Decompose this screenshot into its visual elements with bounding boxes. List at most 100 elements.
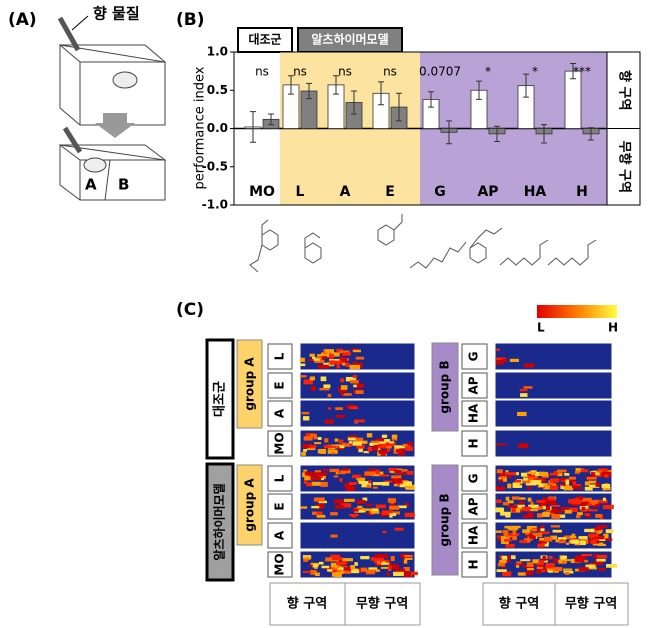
error-bar xyxy=(476,80,482,100)
group-b-label: group B xyxy=(438,493,452,546)
heat-spot xyxy=(397,505,407,509)
heat-spot xyxy=(520,393,528,397)
odor-label: L xyxy=(273,352,287,360)
heat-spot xyxy=(581,554,593,557)
odor-label: HA xyxy=(467,403,481,423)
heat-spot xyxy=(381,510,393,515)
heat-spot xyxy=(322,469,329,472)
heat-spot xyxy=(403,572,412,578)
heat-spot xyxy=(363,508,373,511)
heat-spot xyxy=(331,572,336,577)
error-bar xyxy=(351,90,357,115)
heat-spot xyxy=(383,559,390,562)
heat-spot xyxy=(335,561,347,565)
heat-spot xyxy=(307,359,318,362)
heat-spot xyxy=(564,509,572,514)
heat-spot xyxy=(538,471,549,477)
heat-spot xyxy=(495,486,505,491)
heat-spot xyxy=(383,439,391,444)
heat-spot xyxy=(512,535,517,541)
heat-spot xyxy=(541,566,552,572)
side-label: 무향 구역 xyxy=(617,141,633,193)
odor-box xyxy=(461,522,488,549)
heat-spot xyxy=(522,506,531,510)
heat-spot xyxy=(356,383,364,389)
heat-spot xyxy=(366,484,371,488)
heat-spot xyxy=(571,533,576,536)
heat-spot xyxy=(521,472,528,477)
heat-spot xyxy=(329,360,336,365)
heat-spot xyxy=(548,570,554,573)
annotation: ns xyxy=(293,65,307,79)
heat-spot xyxy=(537,543,545,548)
heat-spot xyxy=(527,536,532,541)
heat-spot xyxy=(329,354,334,359)
heat-spot xyxy=(602,504,614,510)
heat-spot xyxy=(312,564,318,568)
heat-spot xyxy=(520,559,531,562)
heat-spot xyxy=(390,511,400,515)
heat-spot xyxy=(511,508,516,513)
heat-spot xyxy=(342,558,354,562)
panel-a xyxy=(57,15,167,201)
heat-spot xyxy=(334,438,339,442)
heat-spot xyxy=(588,533,599,537)
heat-spot xyxy=(592,542,604,546)
annotation: ns xyxy=(255,65,269,79)
heat-spot xyxy=(550,510,562,514)
heat-spot xyxy=(532,559,540,564)
heat-spot xyxy=(602,486,607,491)
heat-spot xyxy=(303,556,312,560)
heat-spot xyxy=(556,469,567,473)
heat-spot xyxy=(381,434,388,438)
heat-spot xyxy=(508,505,518,509)
annotation: * xyxy=(532,65,538,79)
zone-label: 무향 구역 xyxy=(565,596,617,612)
zone-label: A xyxy=(85,176,97,194)
heat-spot xyxy=(313,497,325,502)
heat-spot xyxy=(312,511,321,515)
heat-spot xyxy=(586,508,592,511)
heat-spot xyxy=(546,567,558,572)
heat-spot xyxy=(376,440,385,446)
heat-spot xyxy=(375,438,385,442)
heat-spot xyxy=(558,478,568,481)
heat-spot xyxy=(386,572,391,576)
heat-spot xyxy=(514,472,519,476)
heat-spot xyxy=(528,508,538,512)
heat-spot xyxy=(355,356,365,360)
heat-spot xyxy=(499,472,507,477)
heat-spot xyxy=(320,478,325,481)
heat-spot xyxy=(309,376,315,381)
heat-spot xyxy=(542,512,550,517)
heat-spot xyxy=(543,485,550,490)
zone-label: 향 구역 xyxy=(287,596,327,612)
error-bar xyxy=(378,81,384,106)
heat-spot xyxy=(527,512,534,517)
odor-box xyxy=(267,522,293,549)
heat-spot xyxy=(315,503,325,509)
down-arrow xyxy=(95,113,135,138)
heat-spot xyxy=(538,560,544,566)
heat-spot xyxy=(373,557,385,563)
heat-spot xyxy=(590,472,596,478)
heat-spot xyxy=(341,362,346,366)
heat-spot xyxy=(512,482,520,488)
heat-spot xyxy=(542,497,551,503)
odor-box xyxy=(267,493,293,520)
odor-box xyxy=(267,343,293,370)
heat-spot xyxy=(329,468,340,473)
y-tick-label: -0.5 xyxy=(202,159,228,173)
heat-spot xyxy=(342,468,349,472)
heat-spot xyxy=(345,362,350,368)
heat-spot xyxy=(302,443,313,448)
heat-spot xyxy=(327,407,332,410)
box xyxy=(59,144,166,201)
heatmap xyxy=(494,342,613,371)
heat-spot xyxy=(502,571,512,577)
heat-spot xyxy=(506,558,511,563)
heatmap xyxy=(494,371,613,400)
heat-spot xyxy=(315,572,320,577)
heat-spot xyxy=(330,534,338,538)
heat-spot xyxy=(398,450,405,456)
